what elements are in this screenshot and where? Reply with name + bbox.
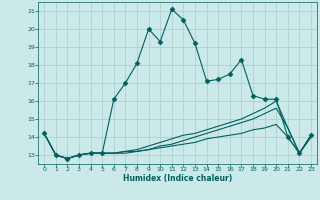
X-axis label: Humidex (Indice chaleur): Humidex (Indice chaleur) bbox=[123, 174, 232, 183]
